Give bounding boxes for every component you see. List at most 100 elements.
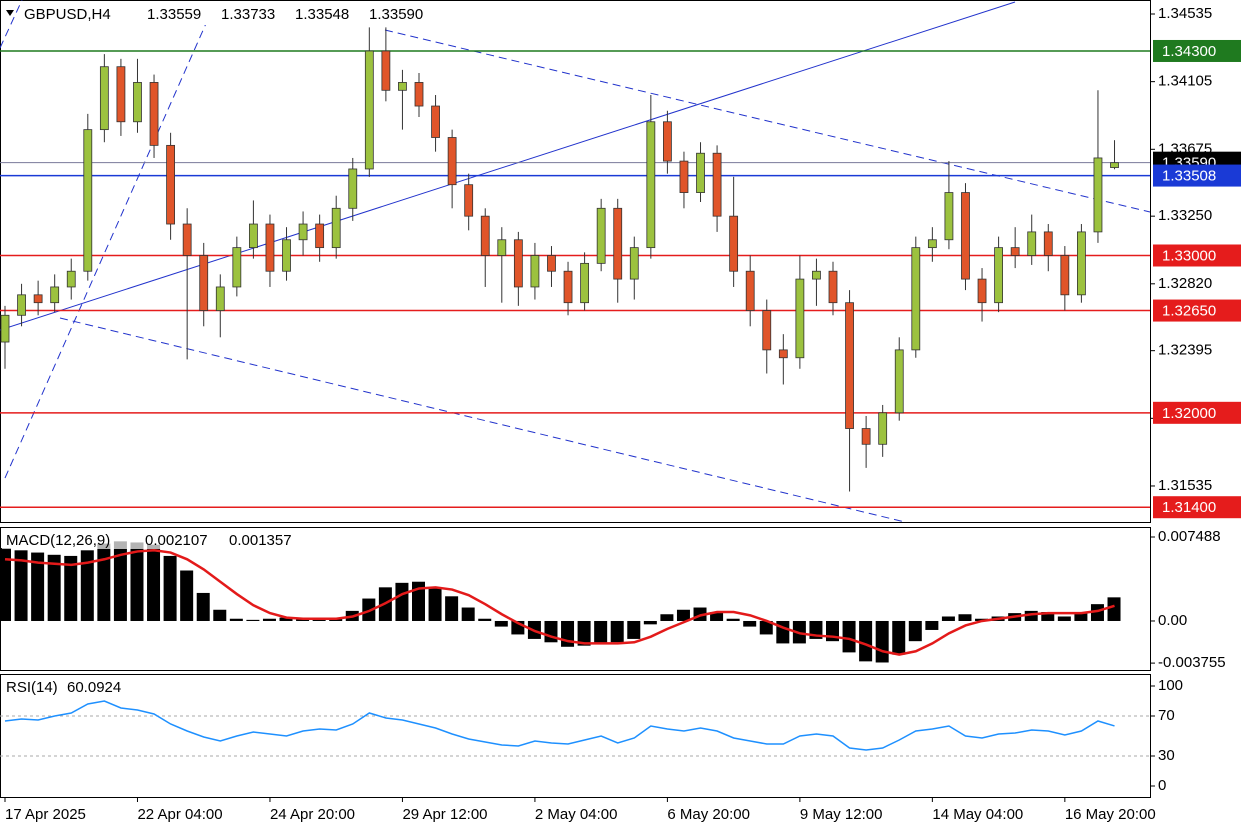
candle-body (845, 302, 854, 429)
candle-body (1060, 255, 1070, 296)
candle-body (116, 66, 126, 123)
y-tick-label: 1.34105 (1158, 73, 1212, 90)
level-label-box (1153, 299, 1241, 322)
candle-body (149, 82, 159, 146)
level-label: 1.34300 (1162, 43, 1216, 60)
x-tick-label: 17 Apr 2025 (5, 806, 86, 823)
level-label: 1.32650 (1162, 303, 1216, 320)
macd-bar (908, 620, 922, 642)
candle-body (1043, 231, 1053, 256)
candle-body (33, 294, 43, 304)
macd-bar (958, 614, 972, 621)
level-label-box (1153, 39, 1241, 62)
candle-body (696, 152, 705, 193)
candle-body (778, 349, 788, 359)
candle-body (215, 286, 225, 311)
macd-bar (1090, 604, 1104, 621)
time-axis: 17 Apr 2025 22 Apr 04:00 24 Apr 20:00 29 Ap… (4, 797, 1156, 823)
candle-body (596, 207, 606, 264)
level-label-box (1153, 164, 1241, 187)
macd-bar (47, 554, 61, 621)
macd-bar (97, 543, 111, 621)
candle-body (961, 192, 970, 280)
candle-body (182, 223, 192, 256)
macd-bar (180, 570, 194, 621)
macd-bar (14, 550, 28, 621)
ohlc-value: 1.33590 (369, 6, 423, 23)
candle-body (513, 239, 523, 288)
candle-body (398, 82, 407, 91)
x-tick-label: 29 Apr 12:00 (402, 806, 487, 823)
macd-bar (594, 620, 608, 644)
candle-body (17, 294, 26, 316)
macd-bar (246, 619, 260, 621)
candle-body (133, 82, 142, 123)
macd-bar (478, 618, 492, 621)
macd-bar (229, 618, 243, 621)
macd-bar (726, 618, 740, 621)
macd-bar (1024, 610, 1038, 621)
macd-bar (1057, 616, 1071, 621)
macd-bar (147, 544, 161, 621)
macd-bar (163, 555, 177, 621)
y-tick-label: 0.007488 (1158, 528, 1221, 545)
trendline (4, 9, 213, 479)
header-bg (22, 3, 442, 25)
y-tick-label: 30 (1158, 747, 1175, 764)
macd-bar (941, 616, 955, 621)
level-label-box (1153, 496, 1241, 519)
level-label-box (1153, 401, 1241, 424)
x-tick-label: 14 May 04:00 (932, 806, 1023, 823)
trendlines (0, 0, 1151, 523)
candle-body (1077, 231, 1086, 296)
candle-body (431, 105, 440, 138)
rsi-panel: 100 70 30 0 RSI(14) 60.0924 (0, 677, 1183, 794)
candle-body (1110, 162, 1119, 168)
macd-value: 0.002107 (145, 532, 208, 549)
signal-value: 0.001357 (229, 532, 292, 549)
level-label-box (1153, 244, 1241, 267)
macd-bar (759, 620, 773, 635)
candle-body (812, 270, 821, 280)
macd-bar (428, 587, 442, 621)
macd-bar (64, 555, 78, 621)
x-tick-label: 6 May 20:00 (667, 806, 750, 823)
ohlc-value: 1.33548 (295, 6, 349, 23)
y-tick-label: 1.32820 (1158, 275, 1212, 292)
macd-bar (279, 617, 293, 621)
macd-bar (196, 592, 210, 621)
candle-body (331, 207, 341, 249)
trendline (0, 0, 23, 49)
candle-body (712, 152, 722, 217)
macd-bar (710, 612, 724, 621)
trendline (59, 317, 906, 523)
indicator-title: MACD(12,26,9) (6, 532, 110, 549)
macd-bar (577, 620, 591, 646)
macd-bar (676, 609, 690, 621)
macd-bar (610, 620, 624, 643)
macd-bar (660, 614, 674, 621)
level-label: 1.31400 (1162, 499, 1216, 516)
candle-body (497, 239, 507, 256)
rsi-line (4, 700, 1115, 751)
macd-bar (1107, 597, 1121, 621)
indicator-title: RSI(14) (6, 679, 58, 696)
candle-body (480, 215, 490, 256)
menu-arrow[interactable] (6, 10, 14, 16)
macd-bar (395, 582, 409, 621)
macd-bar (113, 541, 127, 621)
candle-body (894, 349, 904, 414)
rsi-value: 60.0924 (67, 679, 121, 696)
macd-bar (925, 620, 939, 630)
candle-body (629, 247, 639, 280)
trendline (384, 29, 1151, 213)
macd-bar (842, 620, 856, 653)
candle-body (679, 160, 689, 193)
macd-bar (1074, 613, 1088, 621)
macd-bar (643, 620, 657, 625)
candle-body (99, 66, 109, 131)
y-tick-label: 0.00 (1158, 612, 1187, 629)
candle-body (994, 247, 1003, 304)
